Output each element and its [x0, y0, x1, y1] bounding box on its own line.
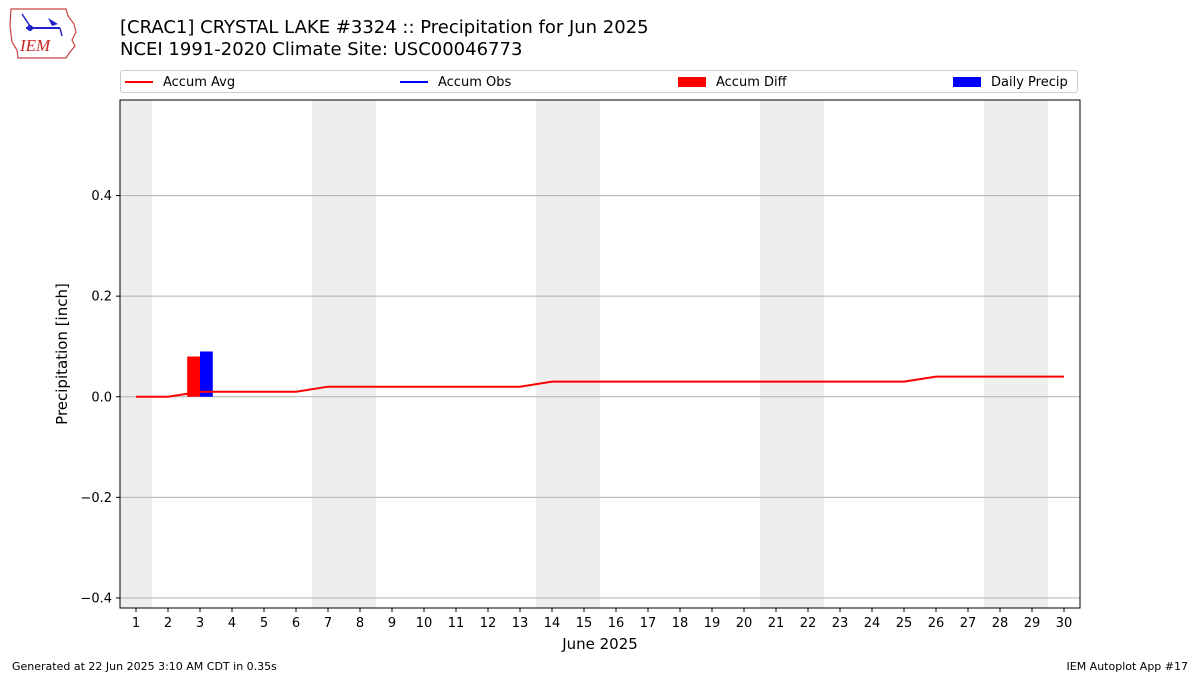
x-tick-label-30: 30: [1056, 616, 1073, 631]
x-tick-label-25: 25: [896, 616, 913, 631]
footer-app: IEM Autoplot App #17: [1066, 660, 1189, 673]
y-tick-label-4: 0.4: [91, 189, 112, 204]
x-tick-label-14: 14: [544, 616, 561, 631]
x-tick-label-29: 29: [1024, 616, 1041, 631]
x-tick-label-12: 12: [480, 616, 497, 631]
x-tick-label-17: 17: [640, 616, 657, 631]
bars: [187, 351, 213, 397]
legend-label-accum-avg: Accum Avg: [163, 74, 236, 90]
y-tick-label-0: −0.4: [80, 591, 112, 606]
weekend-shading: [120, 100, 1048, 608]
x-tick-label-26: 26: [928, 616, 945, 631]
x-tick-label-2: 2: [164, 616, 172, 631]
legend-label-accum-diff: Accum Diff: [716, 74, 787, 90]
lines: [136, 375, 1064, 398]
x-tick-label-11: 11: [448, 616, 465, 631]
legend-swatch-daily-precip: [953, 77, 981, 87]
iem-logo: IEM: [8, 6, 80, 60]
x-tick-label-16: 16: [608, 616, 625, 631]
x-tick-label-28: 28: [992, 616, 1009, 631]
x-tick-label-19: 19: [704, 616, 721, 631]
y-axis-ticks: −0.4 −0.2 0.0 0.2 0.4: [80, 189, 120, 606]
weekend-band-3: [760, 100, 824, 608]
logo-text: IEM: [19, 36, 51, 55]
x-tick-label-22: 22: [800, 616, 817, 631]
legend-swatch-accum-obs: [400, 81, 428, 83]
legend-swatch-accum-diff: [678, 77, 706, 87]
x-tick-label-8: 8: [356, 616, 364, 631]
chart-title: [CRAC1] CRYSTAL LAKE #3324 :: Precipitat…: [120, 17, 649, 38]
grid-lines: [120, 195, 1080, 599]
weekend-band-4: [984, 100, 1048, 608]
x-tick-label-3: 3: [196, 616, 204, 631]
x-tick-label-10: 10: [416, 616, 433, 631]
legend-item-daily-precip: Daily Precip: [953, 74, 1068, 90]
weekend-band-0: [120, 100, 152, 608]
x-tick-label-15: 15: [576, 616, 593, 631]
x-tick-label-23: 23: [832, 616, 849, 631]
weekend-band-1: [312, 100, 376, 608]
x-tick-label-1: 1: [132, 616, 140, 631]
legend-label-daily-precip: Daily Precip: [991, 74, 1068, 90]
x-tick-label-18: 18: [672, 616, 689, 631]
legend-swatch-accum-avg: [125, 81, 153, 83]
x-tick-label-4: 4: [228, 616, 236, 631]
footer-generated: Generated at 22 Jun 2025 3:10 AM CDT in …: [12, 660, 277, 673]
y-axis-label: Precipitation [inch]: [53, 283, 71, 425]
x-tick-label-20: 20: [736, 616, 753, 631]
x-tick-label-24: 24: [864, 616, 881, 631]
x-tick-label-7: 7: [324, 616, 332, 631]
legend-item-accum-diff: Accum Diff: [678, 74, 787, 90]
x-tick-label-13: 13: [512, 616, 529, 631]
x-axis-label: June 2025: [561, 635, 638, 653]
legend-label-accum-obs: Accum Obs: [438, 74, 512, 90]
legend: Accum Avg Accum Obs Accum Diff Daily Pre…: [120, 70, 1078, 93]
y-tick-label-2: 0.0: [91, 390, 112, 405]
legend-item-accum-obs: Accum Obs: [400, 74, 511, 90]
y-tick-label-1: −0.2: [80, 491, 112, 506]
bar-daily-precip-3: [200, 351, 213, 397]
x-tick-label-6: 6: [292, 616, 300, 631]
x-tick-label-9: 9: [388, 616, 396, 631]
line-accum-avg: [136, 375, 1064, 398]
x-axis-ticks: 1 2 3 4 5 6 7 8 9 10 11 12 13 14 15 16 17 18 19 20 21 22 23 24 2…: [132, 608, 1072, 631]
bar-accum-diff-3: [187, 356, 200, 397]
weekend-band-2: [536, 100, 600, 608]
plot-frame: [119, 99, 1081, 609]
x-tick-label-27: 27: [960, 616, 977, 631]
x-tick-label-21: 21: [768, 616, 785, 631]
legend-item-accum-avg: Accum Avg: [125, 74, 235, 90]
y-tick-label-3: 0.2: [91, 290, 112, 305]
x-tick-label-5: 5: [260, 616, 268, 631]
chart-subtitle: NCEI 1991-2020 Climate Site: USC00046773: [120, 39, 523, 60]
